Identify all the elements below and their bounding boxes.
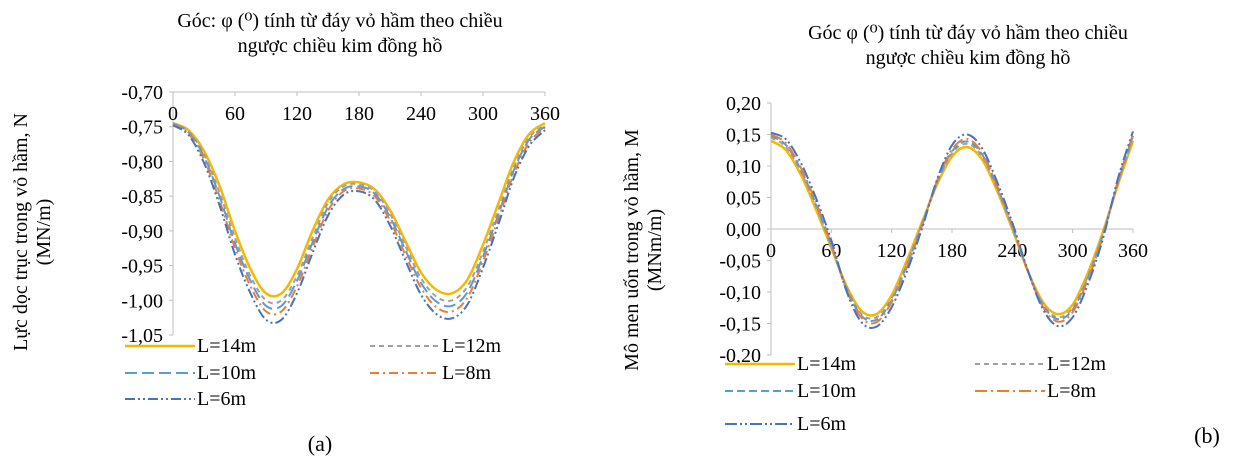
chart-a-panel-label: (a): [308, 431, 332, 456]
chart-a-title-line-1: Góc: φ (⁰) tính từ đáy vỏ hầm theo chiều: [177, 10, 502, 32]
chart-a-x-tick-label: 120: [282, 103, 312, 125]
chart-b-series-line-l-12m: [770, 136, 1134, 320]
chart-b-series-line-l-6m: [770, 131, 1134, 329]
chart-a-series-line-l-8m: [172, 123, 546, 316]
chart-b-x-tick-label: 0: [766, 240, 776, 262]
chart-a-legend-label: L=14m: [197, 335, 256, 357]
chart-a-y-tick-label: -0,95: [121, 256, 163, 278]
chart-b-title-line-1: Góc φ (⁰) tính từ đáy vỏ hầm theo chiều: [808, 22, 1128, 44]
chart-a-legend-label: L=12m: [442, 335, 501, 357]
chart-b-legend-label: L=6m: [797, 413, 846, 435]
chart-a-legend-label: L=8m: [442, 362, 491, 384]
chart-a-x-tick-label: 300: [468, 103, 498, 125]
chart-b-series-line-l-10m: [770, 134, 1134, 323]
chart-a-series-line-l-6m: [172, 124, 546, 324]
chart-a-x-tick-label: 180: [344, 103, 374, 125]
chart-a-x-tick-label: 360: [530, 103, 560, 125]
chart-a-y-tick-label: -0,75: [121, 117, 163, 139]
chart-b-y-tick-label: -0,20: [719, 345, 761, 367]
chart-a-legend-label: L=10m: [197, 362, 256, 384]
chart-a-y-ticks: -0,70 -0,75 -0,80 -0,85 -0,90 -0,95 -1,00 -1,05: [121, 82, 173, 347]
chart-b-legend-label: L=10m: [797, 380, 856, 402]
chart-b-x-ticks: 0 60 120 180 240 300 360: [766, 228, 1148, 262]
chart-a-ylabel-line-2: (MN/m): [33, 199, 55, 266]
chart-a-series-line-l-10m: [172, 122, 546, 310]
chart-a-y-tick-label: -0,85: [121, 186, 163, 208]
chart-b-y-tick-label: -0,15: [719, 314, 761, 336]
chart-b-y-tick-label: 0,10: [726, 156, 761, 178]
chart-b-title-line-2: ngược chiều kim đồng hồ: [866, 47, 1071, 69]
chart-b-x-tick-label: 180: [937, 240, 967, 262]
chart-panel-b: Góc φ (⁰) tính từ đáy vỏ hầm theo chiều …: [621, 22, 1220, 448]
chart-a-x-tick-label: 240: [406, 103, 436, 125]
chart-panel-a: Góc: φ (⁰) tính từ đáy vỏ hầm theo chiều…: [10, 10, 560, 456]
chart-a-title-line-2: ngược chiều kim đồng hồ: [238, 35, 443, 57]
chart-a-series-line-l-12m: [172, 122, 546, 305]
chart-b-panel-label: (b): [1194, 423, 1220, 448]
chart-b-series-line-l-8m: [770, 133, 1134, 325]
chart-b-x-tick-label: 120: [877, 240, 907, 262]
chart-a-series-lines: [172, 122, 546, 324]
chart-a-y-tick-label: -0,90: [121, 221, 163, 243]
chart-b-y-tick-label: -0,10: [719, 282, 761, 304]
chart-b-x-tick-label: 360: [1118, 240, 1148, 262]
chart-b-y-tick-label: 0,20: [726, 93, 761, 115]
chart-b-legend-label: L=8m: [1047, 380, 1096, 402]
chart-b-y-tick-label: 0,15: [726, 125, 761, 147]
chart-a-ylabel-line-1: Lực dọc trục trong vỏ hầm, N: [10, 113, 32, 351]
chart-b-y-tick-label: 0,05: [726, 188, 761, 210]
chart-b-ylabel-line-2: (MNm/m): [644, 209, 666, 291]
chart-a-y-tick-label: -0,80: [121, 151, 163, 173]
chart-b-legend-label: L=14m: [797, 353, 856, 375]
chart-b-y-tick-label: -0,05: [719, 251, 761, 273]
chart-b-series-lines: [770, 131, 1135, 329]
chart-a-y-tick-label: -0,70: [121, 82, 163, 104]
chart-b-legend-label: L=12m: [1047, 353, 1106, 375]
chart-a-y-tick-label: -1,05: [121, 325, 163, 347]
chart-a-legend: L=14m L=12m L=10m L=8m L=6m: [125, 335, 501, 410]
chart-a-x-tick-label: 60: [225, 103, 245, 125]
chart-b-y-ticks: 0,20 0,15 0,10 0,05 0,00 -0,05 -0,10 -0,15 -0,20: [719, 93, 771, 367]
chart-b-x-tick-label: 300: [1058, 240, 1088, 262]
chart-b-y-tick-label: 0,00: [726, 219, 761, 241]
chart-b-ylabel-line-1: Mô men uốn trong vỏ hầm, M: [621, 129, 643, 371]
chart-b-legend: L=14m L=12m L=10m L=8m L=6m: [725, 353, 1106, 435]
chart-a-x-tick-label: 0: [168, 103, 178, 125]
chart-a-series-line-l-14m: [172, 122, 546, 298]
chart-a-x-ticks: 0 60 120 180 240 300 360: [168, 92, 560, 125]
chart-a-y-tick-label: -1,00: [121, 290, 163, 312]
chart-a-legend-label: L=6m: [197, 388, 246, 410]
